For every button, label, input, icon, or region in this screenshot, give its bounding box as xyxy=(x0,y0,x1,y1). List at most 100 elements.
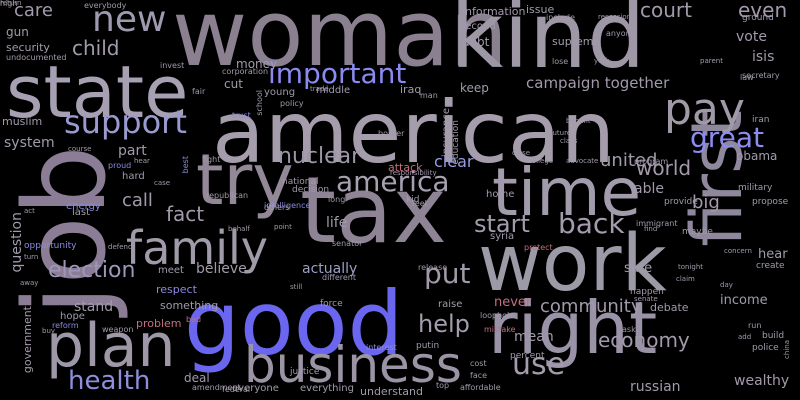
word-york: york xyxy=(594,57,610,65)
word-top: top xyxy=(436,381,450,390)
word-senator: senator xyxy=(332,239,363,248)
word-government: government xyxy=(21,306,34,374)
word-big: big xyxy=(692,192,720,213)
word-home: home xyxy=(486,189,515,200)
word-new: new xyxy=(92,0,167,40)
word-raise: raise xyxy=(438,299,463,310)
word-force: force xyxy=(320,299,343,309)
word-benefit: benefit xyxy=(566,117,591,125)
word-court: court xyxy=(640,0,692,22)
word-putin: putin xyxy=(416,341,440,351)
word-money: money xyxy=(236,57,278,71)
word-time: time xyxy=(492,154,642,231)
word-never: never xyxy=(494,295,532,310)
word-mistake: mistake xyxy=(484,325,516,334)
word-intelligence: intelligence xyxy=(264,201,311,210)
word-keep: keep xyxy=(460,81,489,95)
word-income: income xyxy=(720,293,768,308)
word-able: able xyxy=(634,181,664,197)
word-provide: provide xyxy=(664,197,698,207)
word-nuclear: nuclear xyxy=(278,144,361,169)
word-recession: recession xyxy=(598,13,632,21)
word-feel: feel xyxy=(412,199,427,208)
word-release: release xyxy=(418,263,448,272)
word-even: even xyxy=(738,0,788,22)
word-reform: reform xyxy=(52,321,79,330)
word-close: close xyxy=(512,149,531,157)
word-man: man xyxy=(420,91,438,100)
word-iran: iran xyxy=(752,115,770,125)
word-deal: deal xyxy=(184,371,210,385)
word-build: build xyxy=(762,331,785,341)
word-border: border xyxy=(378,129,405,138)
word-world: world xyxy=(636,156,692,180)
word-meet: meet xyxy=(158,265,184,276)
word-great: great xyxy=(690,121,765,154)
word-buy: buy xyxy=(42,327,56,335)
word-undocumented: undocumented xyxy=(6,53,67,62)
word-back: back xyxy=(558,207,625,240)
word-information: information xyxy=(462,5,526,18)
word-national: national xyxy=(282,177,319,187)
word-school: school xyxy=(255,90,264,116)
word-point: point xyxy=(274,223,292,231)
word-happen: happen xyxy=(630,287,664,297)
word-attack: attack xyxy=(388,161,423,174)
word-fair: fair xyxy=(192,87,206,96)
word-amendment: amendment xyxy=(192,383,241,392)
word-program: program xyxy=(634,157,669,166)
word-education: education xyxy=(451,120,461,165)
word-life: life xyxy=(326,215,348,231)
word-trade: trade xyxy=(310,85,329,93)
word-secretary: secretary xyxy=(742,71,780,80)
word-question: question xyxy=(9,212,25,273)
word-claim: claim xyxy=(676,275,695,283)
word-policy: policy xyxy=(280,99,304,108)
word-course: course xyxy=(68,145,92,153)
word-cost: cost xyxy=(470,359,487,368)
word-parent: parent xyxy=(700,57,723,65)
word-opportunity: opportunity xyxy=(24,241,77,251)
word-best: best xyxy=(181,156,190,174)
word-job: job xyxy=(1,145,131,316)
word-russian: russian xyxy=(630,379,681,395)
word-kid: kid xyxy=(406,195,420,205)
word-understand: understand xyxy=(360,385,423,398)
word-day: day xyxy=(720,281,733,289)
word-concern: concern xyxy=(724,247,752,255)
word-anyone: anyone xyxy=(606,29,636,38)
word-system: system xyxy=(4,135,55,151)
word-weapon: weapon xyxy=(102,325,134,334)
word-issue: issue xyxy=(526,3,555,16)
word-immigrant: immigrant xyxy=(636,219,678,228)
word-advocate: advocate xyxy=(566,157,599,165)
word-hard: hard xyxy=(122,171,145,182)
word-state: state xyxy=(6,50,189,134)
word-find: find xyxy=(644,225,658,233)
word-problem: problem xyxy=(136,317,182,330)
word-return: return xyxy=(0,0,22,7)
word-fight: fight xyxy=(202,155,221,164)
word-interest: interest xyxy=(366,343,397,352)
word-ask: ask xyxy=(622,325,636,334)
word-tonight: tonight xyxy=(678,263,704,271)
word-wealthy: wealthy xyxy=(734,373,790,389)
word-corporation: corporation xyxy=(222,67,269,76)
word-business: business xyxy=(244,336,462,394)
word-defend: defend xyxy=(108,243,133,251)
word-protect: protect xyxy=(524,243,553,252)
word-work: work xyxy=(478,219,667,309)
word-america: america xyxy=(336,165,450,198)
word-college: college xyxy=(528,157,554,165)
word-woman: woman xyxy=(172,0,508,87)
word-ground: ground xyxy=(742,13,774,23)
word-long: long xyxy=(328,195,346,204)
word-important: important xyxy=(268,57,407,90)
word-start: start xyxy=(474,210,530,238)
word-gun: gun xyxy=(6,25,29,39)
word-campaign-together: campaign together xyxy=(526,74,670,92)
word-american: american xyxy=(212,83,616,183)
word-united: united xyxy=(600,150,658,171)
word-class: class xyxy=(560,137,578,145)
word-face: face xyxy=(470,371,488,380)
